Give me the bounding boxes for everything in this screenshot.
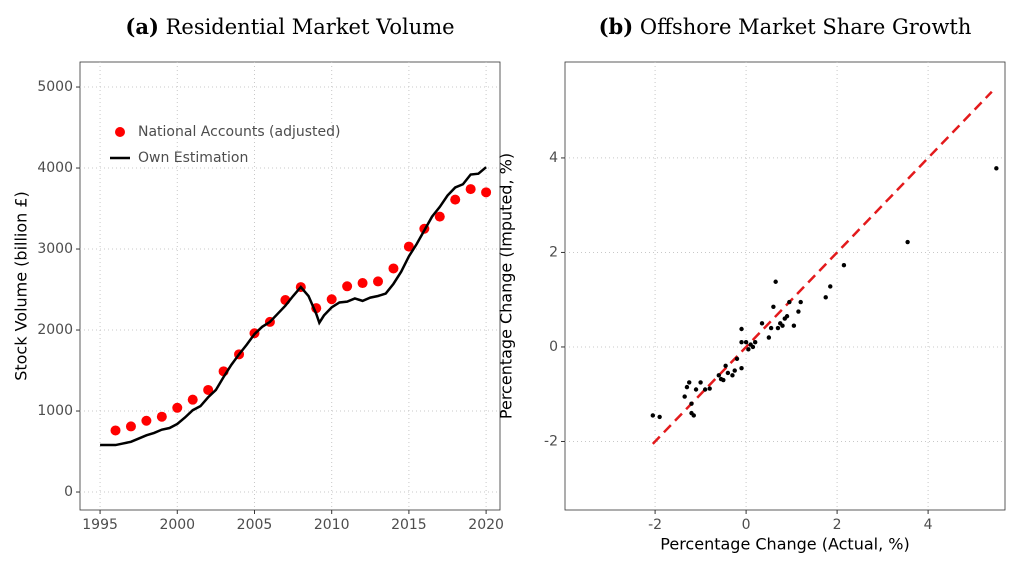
point bbox=[739, 366, 744, 371]
y-tick-label: 5000 bbox=[37, 79, 73, 95]
point bbox=[796, 309, 801, 314]
point bbox=[739, 326, 744, 332]
point bbox=[691, 413, 696, 418]
point bbox=[716, 373, 721, 378]
point bbox=[125, 421, 136, 432]
point bbox=[373, 276, 384, 287]
point bbox=[828, 284, 833, 289]
point bbox=[746, 347, 751, 352]
point bbox=[743, 340, 749, 345]
point bbox=[172, 402, 183, 413]
x-tick-label: 0 bbox=[742, 517, 751, 533]
point bbox=[450, 194, 461, 205]
y-tick-label: 3000 bbox=[37, 241, 73, 257]
reference-line bbox=[651, 90, 993, 445]
y-tick-label: 2000 bbox=[37, 322, 73, 338]
point bbox=[739, 340, 744, 345]
point bbox=[707, 386, 712, 391]
point bbox=[775, 325, 781, 331]
x-tick-label: 2000 bbox=[159, 517, 195, 533]
point bbox=[141, 415, 152, 426]
point bbox=[841, 263, 847, 268]
legend-label: National Accounts (adjusted) bbox=[138, 124, 341, 140]
x-tick-label: 4 bbox=[924, 517, 933, 533]
point bbox=[689, 401, 694, 406]
point bbox=[342, 281, 353, 292]
panel-label: (b) bbox=[599, 14, 634, 39]
x-tick-label: 1995 bbox=[82, 517, 118, 533]
x-axis-title: Percentage Change (Actual, %) bbox=[660, 535, 909, 554]
point bbox=[725, 370, 731, 376]
y-tick-label: 4 bbox=[549, 150, 558, 166]
plot-frame bbox=[564, 61, 1006, 511]
point bbox=[784, 314, 790, 319]
legend-swatch bbox=[115, 127, 125, 137]
point bbox=[823, 295, 828, 300]
x-tick-label: 2010 bbox=[314, 517, 350, 533]
point bbox=[687, 380, 692, 385]
x-tick-label: 2005 bbox=[237, 517, 273, 533]
line bbox=[100, 166, 487, 447]
point bbox=[326, 294, 337, 305]
point bbox=[798, 299, 803, 305]
point bbox=[730, 373, 735, 378]
point bbox=[780, 323, 785, 328]
point bbox=[388, 263, 399, 274]
y-tick-label: 0 bbox=[64, 484, 73, 500]
y-tick-label: 1000 bbox=[37, 403, 73, 419]
y-tick-label: -2 bbox=[544, 433, 558, 449]
point bbox=[721, 377, 726, 383]
point bbox=[650, 413, 656, 418]
point bbox=[657, 414, 662, 420]
point bbox=[693, 387, 699, 392]
y-tick-label: 0 bbox=[549, 339, 558, 355]
x-tick-label: 2020 bbox=[468, 517, 504, 533]
point bbox=[698, 380, 703, 385]
y-axis-title: Percentage Change (Imputed, %) bbox=[497, 153, 516, 419]
point bbox=[787, 299, 792, 305]
point bbox=[723, 363, 728, 369]
point bbox=[357, 278, 368, 289]
point bbox=[773, 279, 778, 284]
point bbox=[465, 184, 476, 195]
point bbox=[403, 241, 414, 252]
legend-label: Own Estimation bbox=[138, 150, 248, 166]
point bbox=[702, 387, 708, 392]
point bbox=[203, 384, 214, 395]
point bbox=[187, 394, 198, 405]
point bbox=[732, 368, 737, 373]
point bbox=[481, 187, 492, 198]
title-text: Residential Market Volume bbox=[166, 15, 455, 39]
point bbox=[434, 211, 445, 222]
point bbox=[994, 166, 999, 171]
y-tick-label: 2 bbox=[549, 244, 558, 260]
x-tick-label: 2 bbox=[833, 517, 842, 533]
y-axis-title: Stock Volume (billion £) bbox=[12, 191, 31, 381]
point bbox=[791, 323, 797, 328]
chart-title: (a) Residential Market Volume bbox=[125, 14, 454, 39]
point bbox=[682, 394, 687, 399]
point bbox=[110, 425, 121, 436]
panel-label: (a) bbox=[125, 14, 158, 39]
point bbox=[905, 239, 910, 245]
point bbox=[752, 340, 758, 345]
point bbox=[750, 344, 756, 350]
title-text: Offshore Market Share Growth bbox=[640, 15, 972, 39]
point bbox=[771, 304, 776, 309]
y-tick-label: 4000 bbox=[37, 160, 73, 176]
point bbox=[759, 321, 765, 326]
point bbox=[156, 411, 167, 422]
point bbox=[734, 356, 740, 361]
point bbox=[766, 335, 772, 340]
x-tick-label: 2015 bbox=[391, 517, 427, 533]
chart-title: (b) Offshore Market Share Growth bbox=[599, 14, 972, 39]
point bbox=[768, 325, 774, 331]
point bbox=[684, 384, 690, 390]
x-tick-label: -2 bbox=[648, 517, 662, 533]
plot-frame bbox=[79, 61, 501, 511]
